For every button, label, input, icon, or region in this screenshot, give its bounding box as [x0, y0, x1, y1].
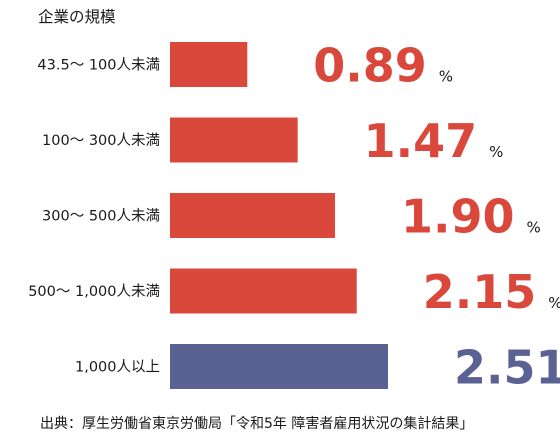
value-label: 1.47: [364, 114, 478, 168]
category-label: 100〜 300人未満: [42, 132, 160, 149]
category-label: 300〜 500人未満: [42, 208, 160, 225]
unit-label: %: [439, 68, 453, 86]
category-label: 43.5〜 100人未満: [37, 57, 160, 74]
axis-title: 企業の規模: [38, 8, 116, 26]
value-label: 0.89: [313, 39, 427, 93]
unit-label: %: [489, 143, 503, 161]
bar: [170, 193, 336, 238]
bar: [170, 268, 357, 314]
category-label: 1,000人以上: [75, 359, 160, 376]
bars-layer: 43.5〜 100人未満 0.89 % 100〜 300人未満 1.47 % 300〜 50…: [28, 39, 560, 395]
value-label: 2.15: [423, 265, 536, 319]
bar: [170, 42, 248, 87]
unit-label: %: [527, 219, 541, 237]
value-label: 1.90: [401, 190, 514, 244]
category-label: 500〜 1,000人未満: [28, 283, 160, 300]
bar: [170, 344, 388, 389]
bar: [170, 117, 298, 163]
unit-label: %: [548, 294, 560, 312]
source-note: 出典：厚生労働省東京労働局「令和5年 障害者雇用状況の集計結果」: [40, 415, 473, 432]
value-label: 2.51: [454, 341, 560, 395]
